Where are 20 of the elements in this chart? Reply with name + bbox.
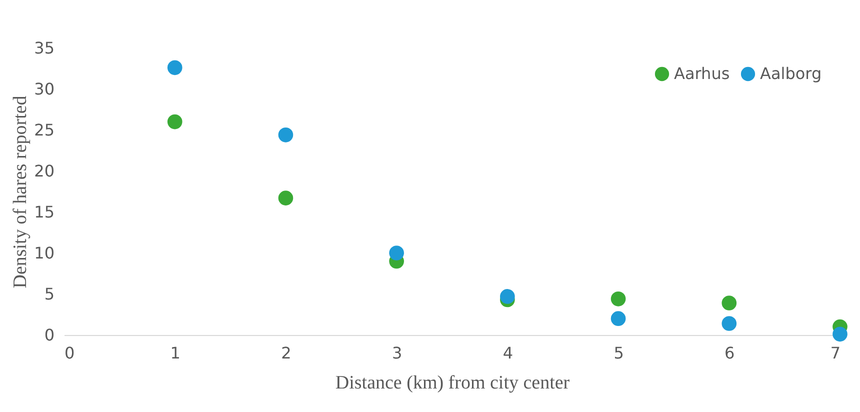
y-tick-label: 5 — [44, 284, 54, 304]
x-axis-title: Distance (km) from city center — [335, 372, 570, 394]
y-tick-label: 10 — [34, 244, 54, 262]
y-tick-label: 0 — [44, 326, 54, 344]
legend-label: Aarhus — [674, 64, 730, 83]
x-tick-label: 3 — [392, 344, 402, 362]
y-tick-label: 15 — [34, 202, 54, 222]
x-tick-label: 7 — [830, 344, 840, 362]
x-tick-label: 2 — [281, 344, 292, 362]
x-tick-label: 1 — [170, 344, 180, 362]
y-tick-label: 30 — [34, 80, 54, 98]
y-tick-label: 25 — [34, 120, 54, 140]
y-axis-title: Density of hares reported — [10, 95, 32, 288]
y-tick-label: 35 — [34, 38, 54, 58]
x-tick-label: 0 — [64, 344, 75, 362]
x-tick-label: 6 — [724, 344, 735, 362]
legend-label: Aalborg — [760, 64, 822, 83]
x-tick-label: 4 — [502, 344, 514, 362]
y-tick-label: 20 — [34, 162, 54, 180]
x-tick-label: 5 — [614, 344, 624, 362]
